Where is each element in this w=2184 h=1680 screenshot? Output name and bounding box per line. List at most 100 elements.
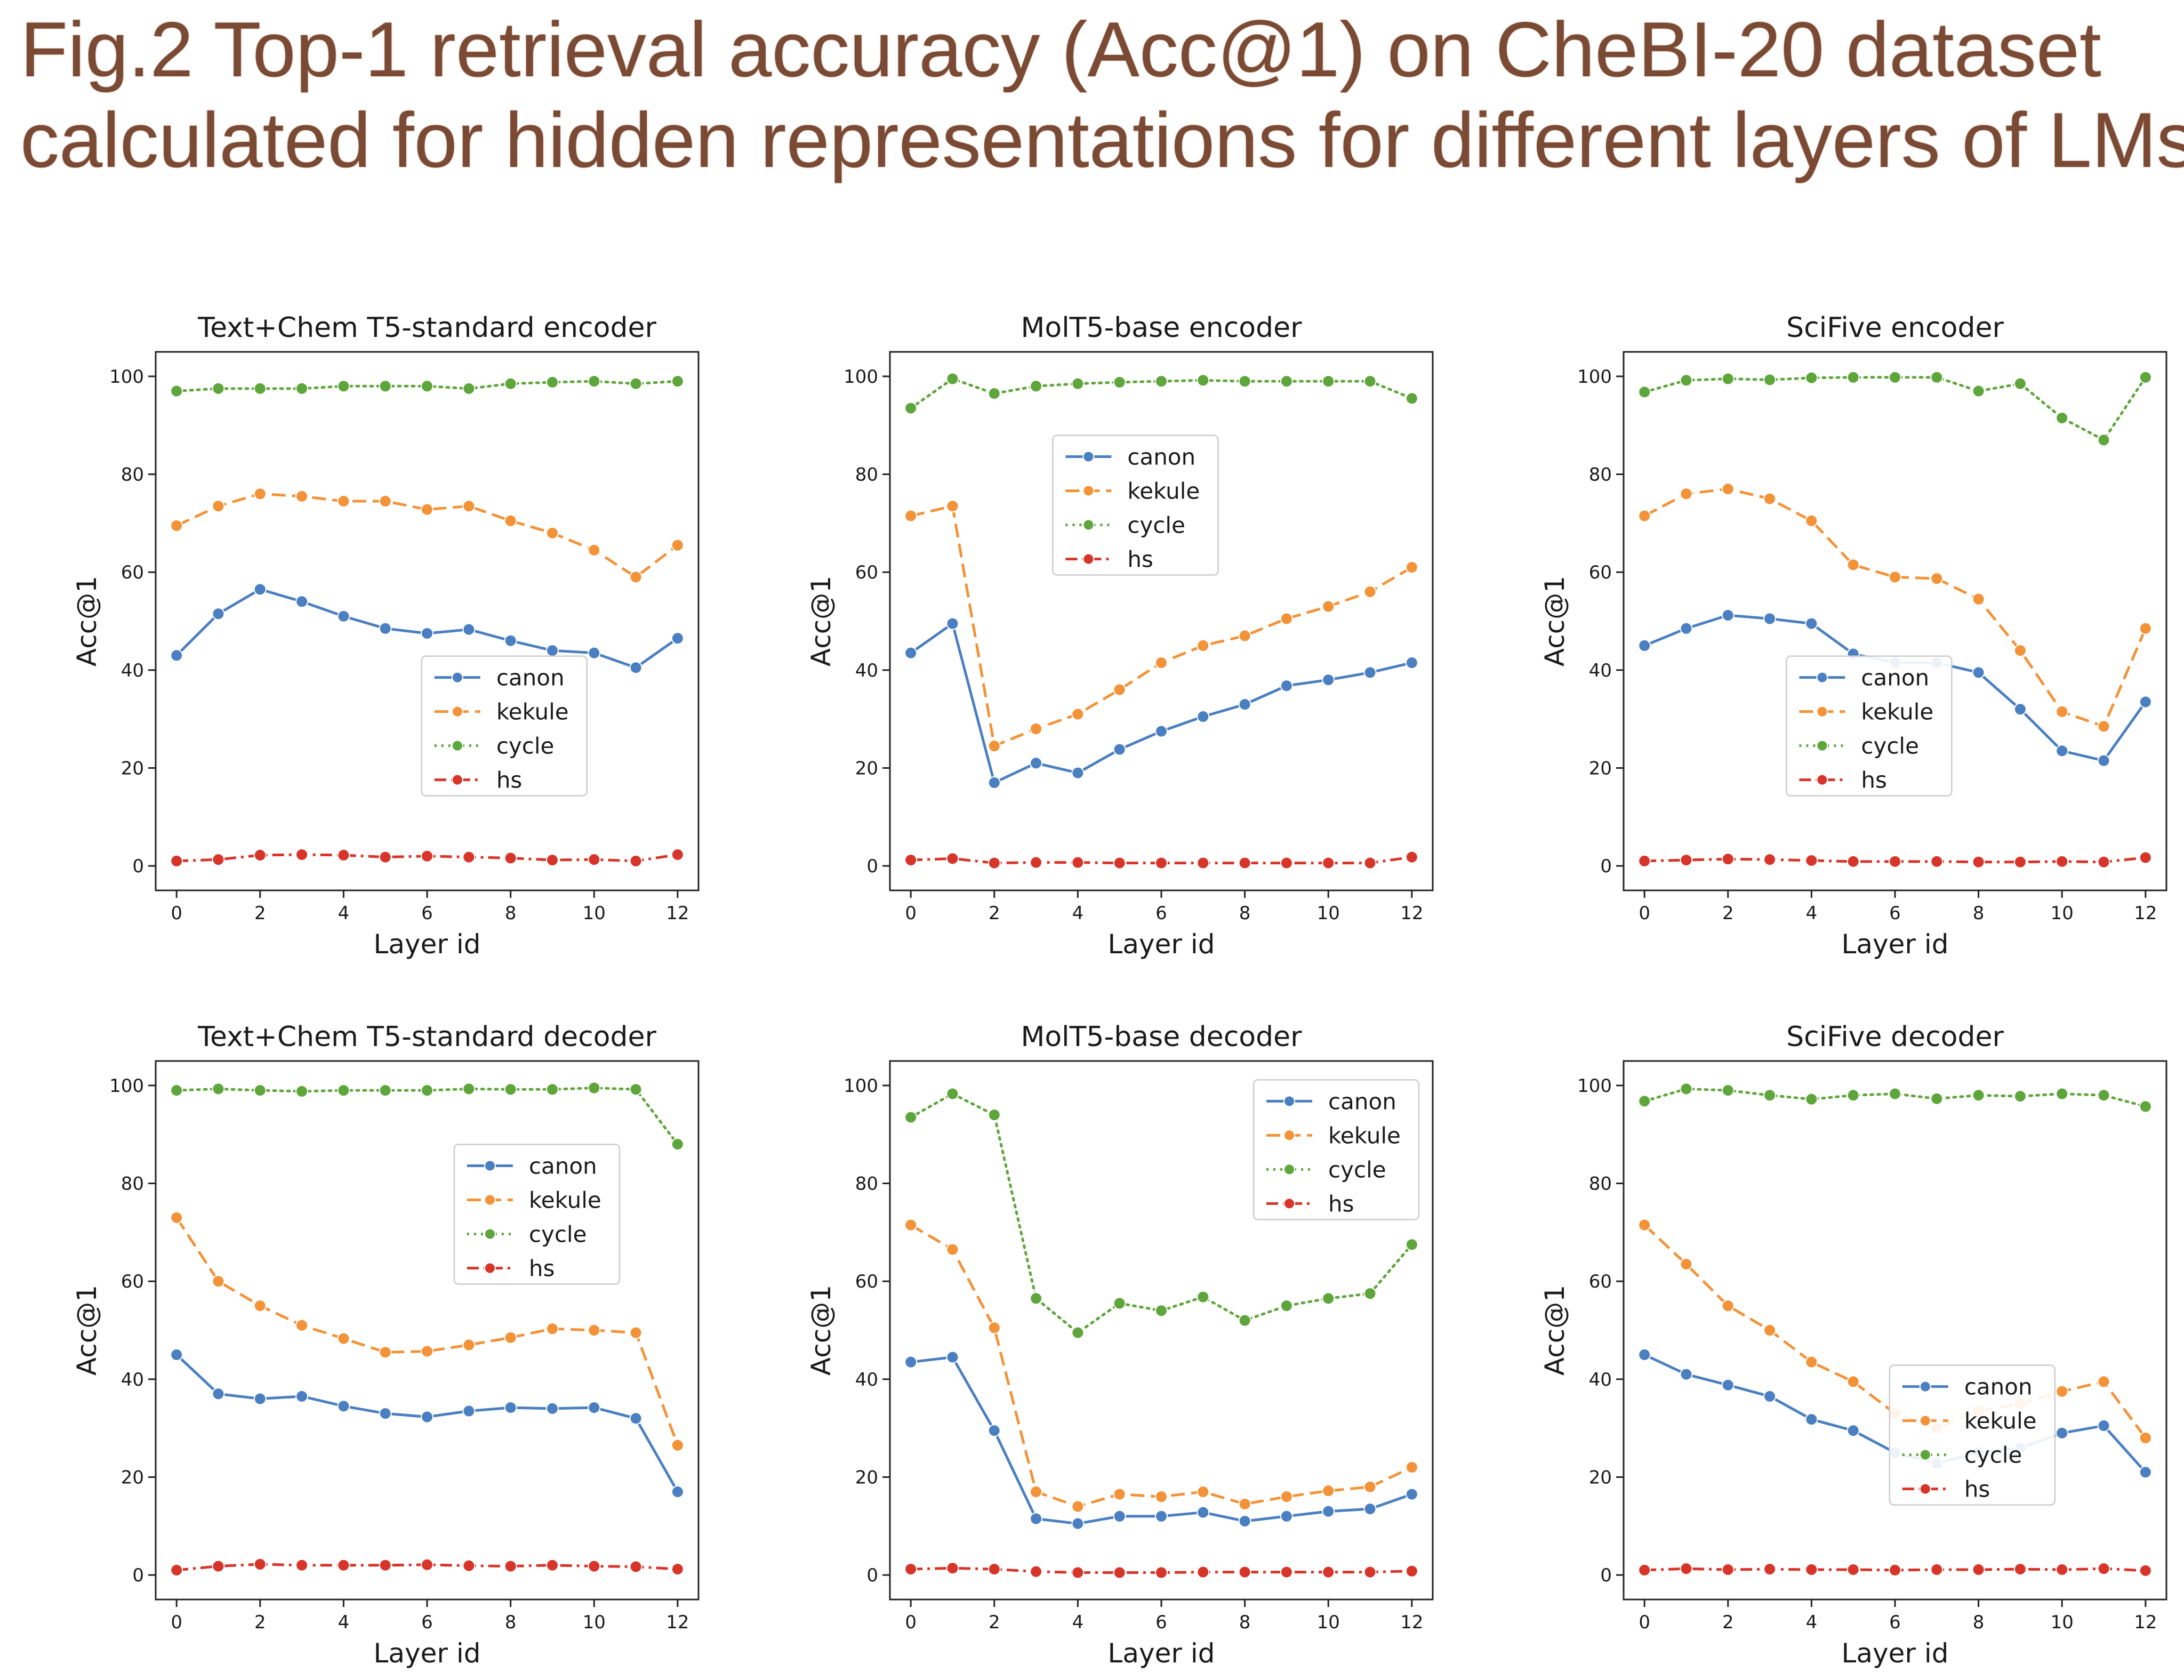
y-tick-label: 20 [121, 758, 144, 779]
data-point-cycle [1113, 1297, 1126, 1310]
data-point-cycle [253, 1084, 267, 1097]
data-point-hs [1721, 853, 1735, 866]
legend-marker-canon [1816, 671, 1828, 684]
legend-marker-cycle [1283, 1163, 1296, 1176]
legend-label-canon: canon [529, 1153, 597, 1179]
legend-marker-kekule [1919, 1414, 1931, 1427]
x-tick-label: 0 [171, 903, 182, 924]
x-tick-label: 6 [421, 1612, 433, 1633]
x-tick-label: 2 [989, 1612, 1000, 1633]
x-axis-label: Layer id [1842, 929, 1949, 960]
data-point-hs [2013, 855, 2027, 869]
data-point-cycle [1030, 1292, 1043, 1305]
data-point-kekule [1363, 585, 1377, 598]
data-point-hs [1805, 854, 1818, 867]
data-point-canon [1363, 666, 1377, 679]
legend-box [1889, 1364, 2056, 1506]
data-point-kekule [1155, 1490, 1168, 1504]
y-axis-label: Acc@1 [1539, 576, 1570, 666]
data-point-hs [295, 1558, 309, 1572]
y-tick-label: 60 [1589, 1271, 1612, 1292]
data-point-cycle [1721, 372, 1735, 385]
x-tick-label: 4 [1072, 1612, 1084, 1633]
data-point-canon [1280, 679, 1293, 693]
data-point-kekule [1280, 612, 1293, 625]
legend-marker-cycle [1816, 739, 1828, 752]
plot-frame [155, 351, 700, 891]
figure-title-line-1: Fig.2 Top-1 retrieval accuracy (Acc@1) o… [20, 6, 2101, 93]
data-point-hs [1846, 855, 1860, 868]
data-point-canon [1238, 698, 1251, 711]
data-point-kekule [170, 1211, 183, 1224]
legend-label-cycle: cycle [1861, 733, 1919, 759]
data-point-hs [1155, 1566, 1168, 1579]
data-point-hs [904, 854, 918, 867]
legend-marker-canon [1082, 451, 1095, 463]
data-point-canon [987, 1424, 1001, 1437]
data-point-kekule [1197, 639, 1210, 652]
data-point-cycle [588, 1081, 601, 1095]
y-axis-label: Acc@1 [806, 1285, 837, 1376]
y-tick-label: 80 [855, 1173, 878, 1195]
x-tick-label: 8 [1239, 903, 1251, 924]
data-point-kekule [1763, 492, 1777, 505]
data-point-cycle [337, 380, 350, 393]
x-tick-label: 10 [2051, 903, 2074, 924]
data-point-hs [2139, 851, 2152, 864]
data-point-cycle [904, 1111, 918, 1124]
chart-panel: MolT5-base decoder 0 20 40 60 80 100 0 2 4 6 8 10 12 L… [806, 1021, 1434, 1669]
legend-label-kekule: kekule [1964, 1408, 2037, 1434]
data-point-hs [212, 853, 225, 866]
data-point-kekule [1805, 1355, 1818, 1369]
data-point-kekule [1071, 1500, 1085, 1513]
data-point-kekule [588, 1324, 601, 1337]
data-point-hs [1071, 1566, 1085, 1579]
data-point-canon [379, 622, 392, 635]
y-tick-label: 40 [121, 660, 144, 681]
data-point-cycle [212, 1082, 225, 1096]
x-tick-label: 8 [505, 903, 517, 924]
x-tick-label: 10 [2051, 1612, 2074, 1633]
data-point-hs [629, 854, 643, 867]
legend-label-canon: canon [1328, 1088, 1396, 1114]
x-tick-label: 10 [583, 1612, 606, 1633]
x-tick-label: 10 [1317, 1612, 1340, 1633]
y-axis-label: Acc@1 [71, 576, 102, 666]
data-point-kekule [1721, 483, 1735, 496]
data-point-kekule [295, 1319, 309, 1332]
y-tick-label: 80 [1589, 464, 1612, 486]
data-point-hs [1405, 1564, 1418, 1578]
data-point-cycle [2139, 371, 2152, 384]
data-point-canon [2097, 754, 2110, 767]
data-point-cycle [1071, 1326, 1085, 1339]
data-point-canon [1197, 710, 1210, 724]
data-point-canon [337, 609, 350, 623]
legend-marker-hs [1283, 1197, 1296, 1210]
legend: canon kekule cycle hs [421, 655, 588, 797]
data-point-cycle [379, 1084, 392, 1097]
data-point-kekule [1680, 487, 1693, 501]
data-point-hs [1322, 1565, 1335, 1579]
data-point-canon [588, 646, 601, 660]
y-tick-label: 0 [1600, 1565, 1612, 1586]
data-point-canon [2055, 1426, 2069, 1440]
y-tick-label: 40 [121, 1369, 144, 1390]
y-axis-label: Acc@1 [1539, 1285, 1570, 1376]
data-point-hs [1322, 856, 1335, 870]
y-tick-label: 40 [855, 660, 878, 681]
data-point-hs [1805, 1563, 1818, 1576]
data-point-kekule [2139, 1432, 2152, 1444]
data-point-cycle [2097, 433, 2110, 447]
data-point-kekule [1030, 1485, 1043, 1498]
data-point-canon [1763, 1389, 1777, 1403]
legend-label-hs: hs [1328, 1191, 1354, 1217]
data-point-cycle [1197, 374, 1210, 387]
legend-marker-canon [484, 1160, 496, 1172]
data-point-canon [2013, 703, 2027, 716]
data-point-hs [253, 848, 267, 862]
data-point-cycle [1280, 375, 1293, 388]
data-point-hs [421, 1558, 433, 1571]
data-point-hs [1155, 856, 1168, 870]
legend-marker-canon [1283, 1095, 1296, 1107]
x-tick-label: 2 [1722, 1612, 1734, 1633]
